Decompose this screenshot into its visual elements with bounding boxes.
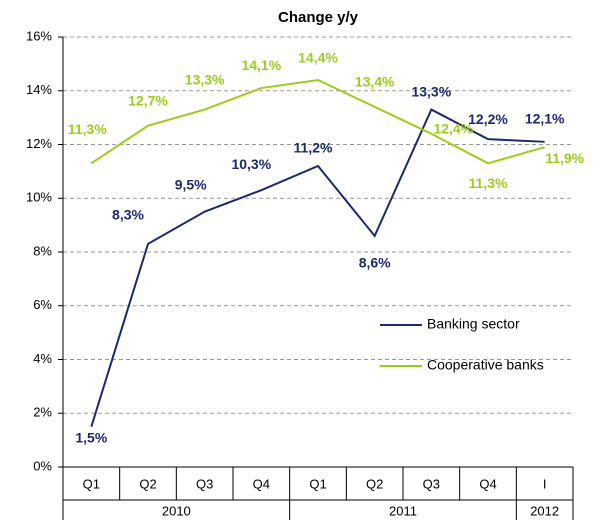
series-line	[90, 78, 545, 165]
data-label: 12,2%	[468, 111, 508, 127]
data-label: 11,2%	[294, 140, 333, 156]
data-label: 12,4%	[433, 120, 473, 136]
x-tick-label: Q1	[83, 476, 100, 491]
x-tick-label: Q4	[479, 476, 496, 491]
data-label: 10,3%	[231, 156, 271, 172]
data-label: 11,3%	[68, 121, 107, 137]
data-label: 12,7%	[128, 92, 168, 108]
y-tick-label: 8%	[33, 243, 52, 258]
x-tick-label: Q3	[196, 476, 213, 491]
chart-title: Change y/y	[278, 9, 359, 26]
y-tick-label: 16%	[26, 28, 52, 43]
data-label: 11,3%	[469, 175, 508, 191]
y-tick-label: 6%	[33, 297, 52, 312]
data-label: 1,5%	[75, 429, 107, 445]
data-label: 8,3%	[112, 207, 144, 223]
data-label: 14,4%	[298, 50, 338, 66]
data-label: 8,6%	[359, 255, 391, 271]
group-label: 2012	[530, 503, 559, 518]
y-tick-label: 0%	[33, 458, 52, 473]
x-tick-label: I	[543, 476, 547, 491]
x-tick-label: Q2	[366, 476, 383, 491]
data-label: 13,3%	[411, 83, 451, 99]
y-tick-label: 12%	[26, 136, 52, 151]
y-tick-label: 14%	[26, 82, 52, 97]
legend-label: Cooperative banks	[427, 357, 544, 373]
y-tick-label: 10%	[26, 190, 52, 205]
data-label: 14,1%	[241, 57, 281, 73]
data-label: 13,4%	[355, 74, 395, 90]
legend-label: Banking sector	[427, 316, 520, 332]
y-tick-label: 4%	[33, 351, 52, 366]
data-label: 12,1%	[525, 111, 565, 127]
group-label: 2011	[389, 503, 417, 518]
data-label: 13,3%	[185, 71, 225, 87]
group-label: 2010	[162, 503, 191, 518]
x-tick-label: Q3	[423, 476, 440, 491]
data-label: 11,9%	[545, 150, 584, 166]
data-label: 9,5%	[175, 176, 207, 192]
series-line	[90, 108, 545, 427]
x-tick-label: Q4	[253, 476, 270, 491]
x-tick-label: Q1	[309, 476, 326, 491]
y-tick-label: 2%	[33, 405, 52, 420]
x-tick-label: Q2	[139, 476, 156, 491]
